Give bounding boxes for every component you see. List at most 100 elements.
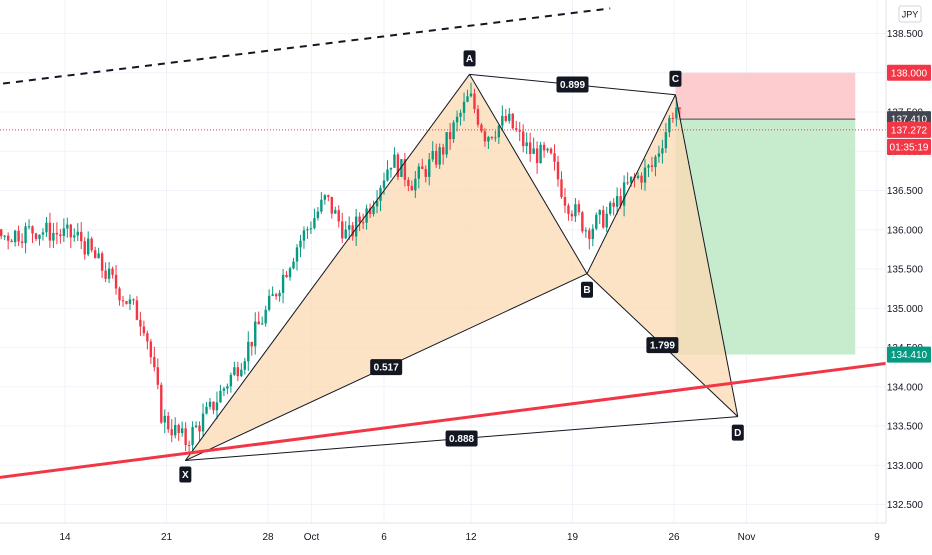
stop-loss-zone[interactable] xyxy=(675,72,856,120)
candle-body xyxy=(417,166,420,179)
candle-body xyxy=(170,429,173,436)
candle-body xyxy=(473,93,476,110)
point-label-bg xyxy=(669,70,682,87)
price-tag: 138.000 xyxy=(891,68,928,79)
candle-body xyxy=(535,148,539,164)
candle-body xyxy=(445,132,448,155)
price-axis[interactable]: 138.500138.000137.500137.000136.500136.0… xyxy=(885,0,932,550)
price-tick-label: 136.000 xyxy=(887,225,924,236)
price-tag: 137.272 xyxy=(891,125,928,136)
candle-body xyxy=(466,96,469,102)
candle-body xyxy=(647,165,650,168)
candle-body xyxy=(55,232,59,235)
candle-body xyxy=(226,386,229,389)
candle-body xyxy=(351,225,354,237)
candle-body xyxy=(191,427,194,446)
candle-body xyxy=(522,131,525,147)
candle-body xyxy=(438,147,441,165)
candle-body xyxy=(400,159,403,177)
time-tick-label: 21 xyxy=(161,532,173,543)
candle-body xyxy=(281,274,285,293)
price-tag-bg xyxy=(887,138,931,155)
candle-body xyxy=(337,210,340,222)
candle-body xyxy=(675,107,678,119)
point-label-bg xyxy=(179,466,192,483)
candle-body xyxy=(121,300,125,302)
dashed-trendline[interactable] xyxy=(0,7,611,94)
candle-body xyxy=(100,253,104,271)
candle-body xyxy=(62,228,66,236)
time-tick-label: 14 xyxy=(59,532,71,543)
candle-body xyxy=(424,168,427,177)
candle-body xyxy=(135,300,139,320)
candle-body xyxy=(156,367,159,385)
pattern-fill xyxy=(185,74,738,461)
candle-body xyxy=(657,153,661,157)
candle-body xyxy=(330,196,333,214)
candle-body xyxy=(66,224,69,229)
candle-body xyxy=(146,333,149,342)
candle-body xyxy=(358,216,361,223)
time-tick-label: 19 xyxy=(567,532,579,543)
candle-body xyxy=(198,425,201,432)
time-tick-label: 12 xyxy=(465,532,477,543)
candle-body xyxy=(435,151,438,165)
candle-body xyxy=(410,185,414,191)
point-label-c: C xyxy=(672,74,679,85)
candle-body xyxy=(403,159,407,180)
candle-body xyxy=(577,204,581,213)
pattern-leg-CD xyxy=(674,94,739,417)
candle-body xyxy=(323,195,327,200)
candle-body xyxy=(167,415,170,430)
candle-body xyxy=(560,179,563,198)
candle-body xyxy=(525,142,528,147)
pattern-labels: X A B C D 0.517 0.899 1.799 0.888 xyxy=(179,50,744,483)
point-label-a: A xyxy=(466,54,473,65)
candle-body xyxy=(316,211,320,219)
candle-body xyxy=(348,225,351,230)
candle-body xyxy=(626,182,629,184)
candle-body xyxy=(153,357,156,368)
candle-body xyxy=(678,107,681,109)
time-axis[interactable]: 14 21 28 Oct 6 12 19 26 Nov 9 xyxy=(0,522,932,550)
candle-body xyxy=(598,210,601,215)
candle-body xyxy=(448,132,452,140)
candle-body xyxy=(393,154,396,168)
candle-body xyxy=(567,205,570,214)
candle-body xyxy=(80,231,83,242)
currency-badge[interactable]: JPY xyxy=(898,5,922,23)
candle-body xyxy=(327,195,330,197)
support-trendline[interactable] xyxy=(0,346,932,495)
candle-body xyxy=(643,167,647,183)
candle-body xyxy=(539,144,542,164)
ratio-label-bg xyxy=(556,76,589,93)
candle-body xyxy=(205,406,208,414)
candle-body xyxy=(553,153,556,162)
candle-body xyxy=(48,222,52,241)
candle-body xyxy=(441,147,445,155)
time-tick-label: Nov xyxy=(738,532,756,543)
point-label-bg xyxy=(463,50,476,67)
time-tick-label: 28 xyxy=(262,532,274,543)
candle-body xyxy=(184,428,187,445)
price-tick-label: 138.500 xyxy=(887,29,924,40)
candle-body xyxy=(201,413,205,432)
candle-body xyxy=(27,226,31,228)
candle-body xyxy=(299,240,302,248)
candle-body xyxy=(563,197,567,206)
candle-body xyxy=(271,294,274,296)
candle-body xyxy=(602,210,605,228)
candle-body xyxy=(354,216,358,237)
candle-body xyxy=(261,323,264,325)
candle-body xyxy=(428,159,431,177)
candle-body xyxy=(125,301,128,304)
price-tick-label: 135.000 xyxy=(887,304,924,315)
candle-body xyxy=(309,228,313,230)
candle-body xyxy=(114,274,118,289)
candle-body xyxy=(375,200,379,207)
candle-body xyxy=(212,401,215,411)
candle-body xyxy=(396,154,400,177)
